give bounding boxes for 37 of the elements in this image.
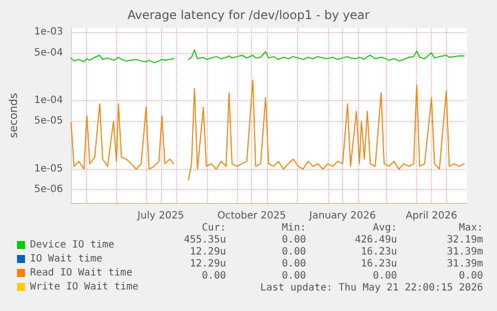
text: Min: <box>282 222 306 234</box>
x-tick-label: January 2026 <box>308 210 376 222</box>
x-tick-label: July 2025 <box>136 210 184 222</box>
legend-label: Read IO Wait time <box>30 268 132 278</box>
text: 0.00 <box>282 270 306 282</box>
y-tick-label: 1e-05 <box>34 164 63 175</box>
text: 32.19m <box>446 234 483 246</box>
text: 16.23u <box>360 258 397 270</box>
text: 31.39m <box>446 258 483 270</box>
text: Max: <box>458 222 483 234</box>
text: 426.49u <box>354 234 397 246</box>
text: 0.00 <box>458 270 483 282</box>
text: 0.00 <box>372 270 397 282</box>
text: 12.29u <box>190 258 226 270</box>
y-tick-label: 5e-05 <box>34 116 63 127</box>
text: Cur: <box>202 222 226 234</box>
x-tick-label: October 2025 <box>217 210 286 222</box>
legend-label: Device IO time <box>30 240 114 250</box>
text: 0.00 <box>282 246 306 258</box>
legend-label: IO Wait time <box>30 254 102 264</box>
x-tick-label: April 2026 <box>406 210 458 222</box>
chart-title: Average latency for /dev/loop1 - by year <box>127 8 370 22</box>
text: 16.23u <box>360 246 397 258</box>
text: 0.00 <box>282 234 306 246</box>
legend-label: Write IO Wait time <box>30 282 138 292</box>
y-axis-title: seconds <box>7 92 20 138</box>
text: 0.00 <box>202 270 226 282</box>
y-tick-label: 5e-06 <box>34 184 63 196</box>
text: Avg: <box>372 222 397 234</box>
text: 12.29u <box>190 246 226 258</box>
y-tick-label: 1e-03 <box>34 26 63 38</box>
y-tick-label: 1e-04 <box>34 95 63 106</box>
text: 455.35u <box>184 234 226 246</box>
text: Last update: Thu May 21 22:00:15 2026 <box>260 282 483 294</box>
text: 31.39m <box>446 246 483 258</box>
y-tick-label: 5e-04 <box>34 47 63 58</box>
text: 0.00 <box>282 258 306 270</box>
